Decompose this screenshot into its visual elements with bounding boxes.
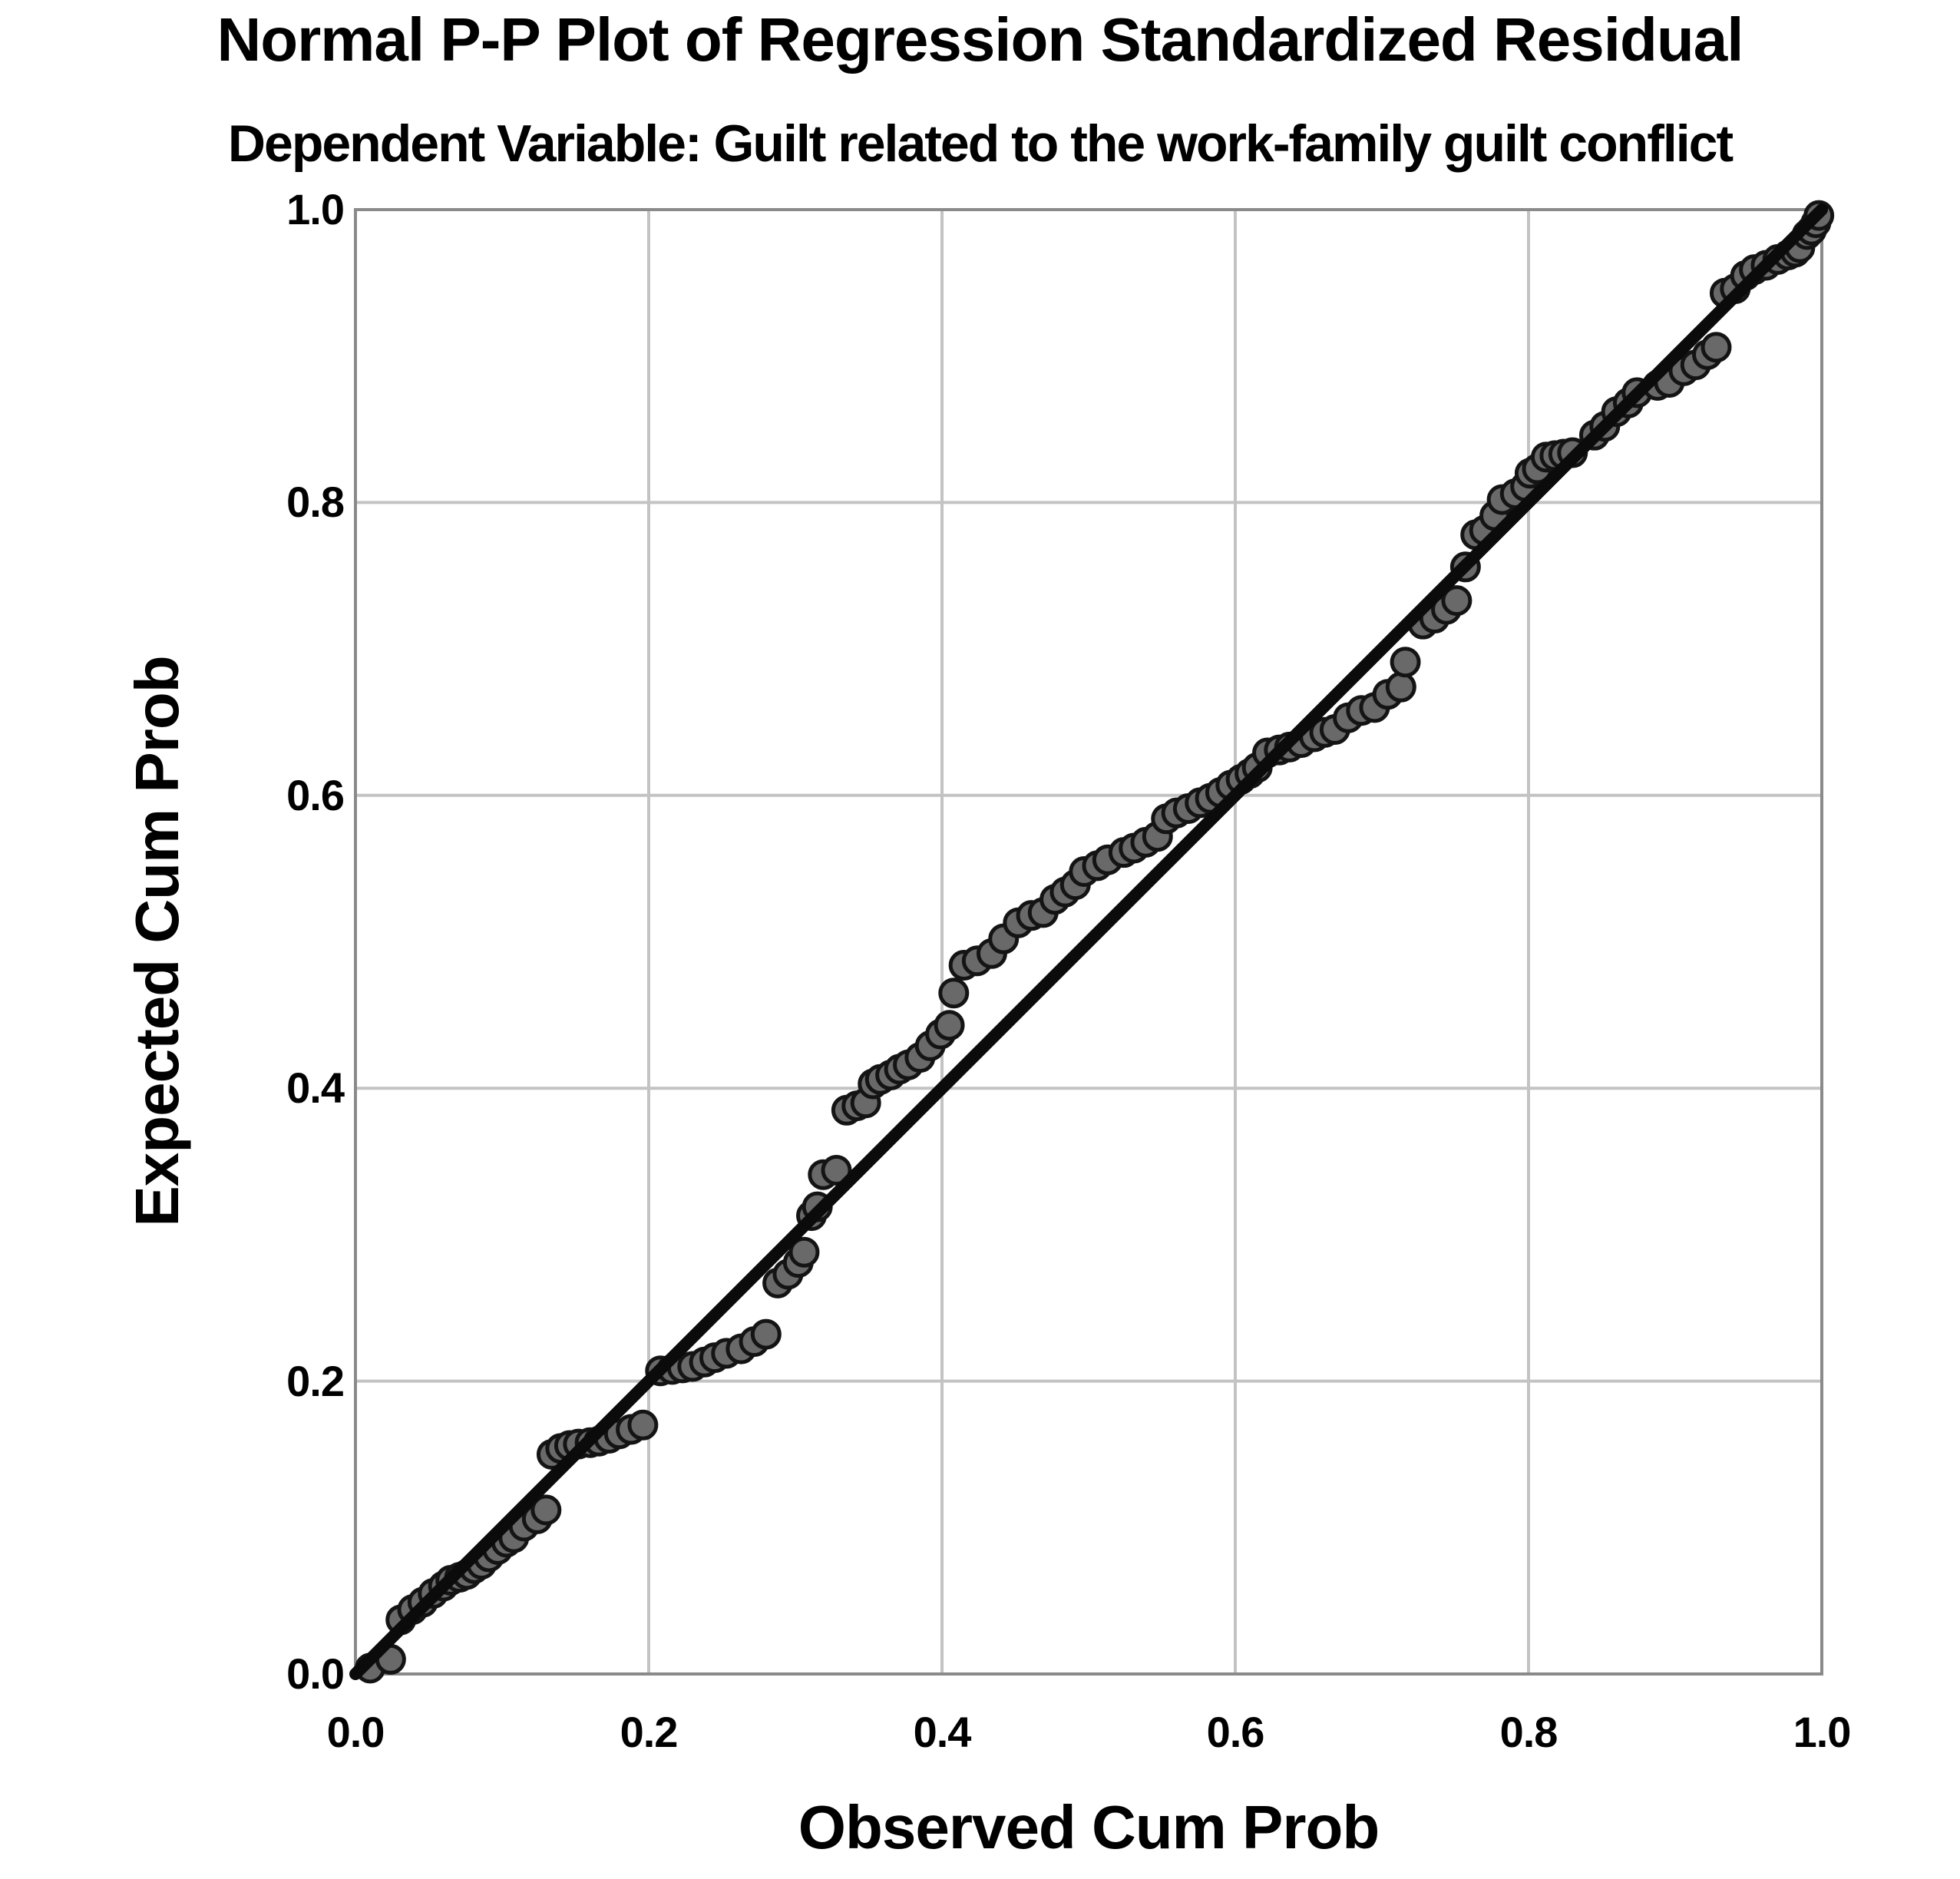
chart-title: Normal P-P Plot of Regression Standardiz… bbox=[216, 5, 1744, 74]
x-tick-label: 0.8 bbox=[1499, 1708, 1558, 1756]
y-tick-label: 1.0 bbox=[286, 185, 345, 233]
data-point bbox=[788, 1236, 820, 1268]
y-tick-label: 0.2 bbox=[286, 1357, 345, 1405]
y-tick-label: 0.0 bbox=[286, 1649, 345, 1698]
y-tick-label: 0.4 bbox=[286, 1064, 345, 1112]
y-tick-label: 0.6 bbox=[286, 771, 345, 819]
x-tick-label: 1.0 bbox=[1793, 1708, 1852, 1756]
x-axis-title: Observed Cum Prob bbox=[798, 1793, 1380, 1861]
plot-frame bbox=[354, 208, 1823, 1676]
data-point bbox=[750, 1318, 782, 1350]
x-tick-label: 0.2 bbox=[620, 1708, 679, 1756]
data-point bbox=[938, 978, 970, 1009]
data-point bbox=[530, 1494, 562, 1526]
data-point bbox=[1701, 332, 1732, 363]
x-tick-label: 0.4 bbox=[913, 1708, 972, 1756]
x-tick-label: 0.6 bbox=[1206, 1708, 1265, 1756]
x-tick-label: 0.0 bbox=[326, 1708, 385, 1756]
y-axis-title: Expected Cum Prob bbox=[123, 656, 191, 1227]
data-point bbox=[1385, 671, 1416, 703]
data-point bbox=[821, 1154, 852, 1186]
data-point bbox=[1390, 647, 1421, 678]
y-tick-label: 0.8 bbox=[286, 478, 345, 526]
data-point bbox=[627, 1409, 659, 1441]
normal-reference-line bbox=[349, 203, 1828, 1680]
data-point bbox=[1441, 585, 1472, 617]
chart-subtitle: Dependent Variable: Guilt related to the… bbox=[227, 114, 1734, 173]
data-point bbox=[934, 1010, 965, 1041]
